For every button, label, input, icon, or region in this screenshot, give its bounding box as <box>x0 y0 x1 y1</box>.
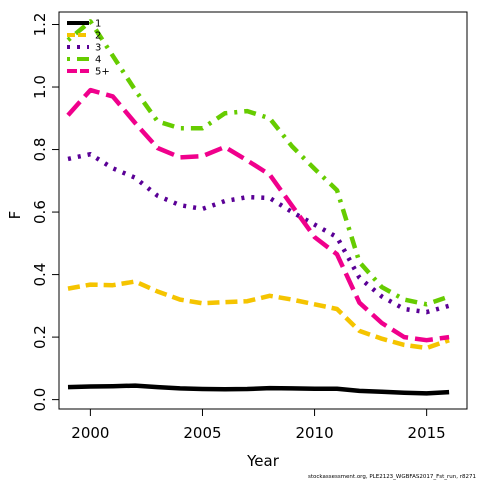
y-tick-label: 0.8 <box>31 138 49 162</box>
y-tick-label: 0.6 <box>31 200 49 224</box>
legend-label: 2 <box>95 31 101 42</box>
series-layer <box>66 19 450 396</box>
x-axis-label: Year <box>246 452 280 470</box>
axes: 2000 2005 2010 2015 0.0 0.2 0.4 0.6 0.8 1.0 1.2 <box>31 13 446 442</box>
series-line-2 <box>67 279 450 351</box>
series-line-5 <box>66 87 450 343</box>
y-tick-label: 0.2 <box>31 325 49 349</box>
footer-note: stockassessment.org, PLE2123_WGBFAS2017_… <box>308 474 476 480</box>
y-tick-label: 0.0 <box>31 388 49 412</box>
y-axis-label: F <box>6 211 24 220</box>
legend-label: 3 <box>95 43 101 54</box>
legend-label: 1 <box>95 19 101 30</box>
x-tick-label: 2015 <box>408 424 446 442</box>
y-tick-label: 1.2 <box>31 13 49 37</box>
x-tick-label: 2010 <box>295 424 333 442</box>
series-line-4 <box>66 19 450 307</box>
y-tick-label: 1.0 <box>31 75 49 99</box>
x-tick-label: 2005 <box>183 424 221 442</box>
legend-label: 4 <box>95 55 101 66</box>
y-tick-label: 0.4 <box>31 263 49 287</box>
x-tick-label: 2000 <box>71 424 109 442</box>
legend-label: 5+ <box>95 67 110 78</box>
series-line-1 <box>67 383 450 396</box>
